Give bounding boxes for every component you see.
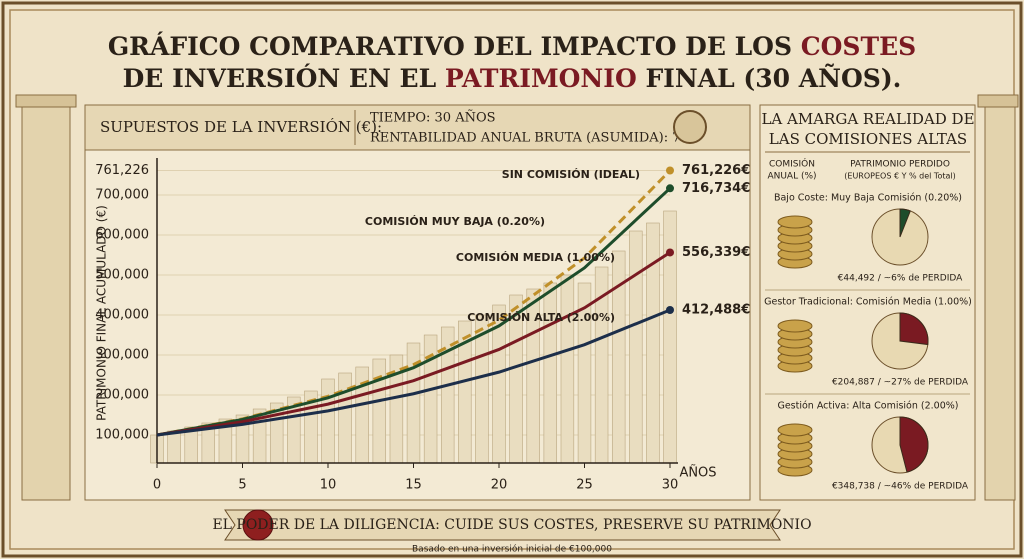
- y-tick-label: 100,000: [95, 428, 149, 443]
- side-rows: Bajo Coste: Muy Baja Comisión (0.20%) €44…: [764, 193, 972, 492]
- y-tick-label: 400,000: [95, 308, 149, 323]
- y-tick-label: 700,000: [95, 188, 149, 203]
- series-name: COMISIÓN MEDIA (1.00%): [456, 251, 615, 264]
- title-highlight: PATRIMONIO: [445, 64, 637, 93]
- coin: [777, 215, 813, 229]
- assumption-line: RENTABILIDAD ANUAL BRUTA (ASUMIDA): 7%: [370, 131, 693, 146]
- pie-slice: [899, 208, 911, 238]
- footer-banner: EL PODER DE LA DILIGENCIA: CUIDE SUS COS…: [212, 517, 811, 533]
- loss-label: €204,887 / ~27% de PERDIDA: [832, 378, 969, 388]
- series-name: SIN COMISIÓN (IDEAL): [502, 168, 640, 181]
- col-header: ANUAL (%): [767, 172, 816, 182]
- x-tick-label: 0: [153, 478, 161, 493]
- x-tick-label: 5: [238, 478, 246, 493]
- side-title: LAS COMISIONES ALTAS: [769, 130, 967, 148]
- coin: [777, 423, 813, 437]
- background-bar: [560, 274, 575, 464]
- value-label: 556,339€: [682, 245, 750, 260]
- y-tick-label: 200,000: [95, 388, 149, 403]
- title-line: DE INVERSIÓN EN EL PATRIMONIO FINAL (30 …: [123, 64, 902, 93]
- value-label: 716,734€: [682, 181, 750, 196]
- title-part: DE INVERSIÓN EN EL: [123, 64, 445, 93]
- chart: 100,000 200,000 300,000 400,000 500,000 600,0…: [95, 158, 750, 493]
- banner: [224, 509, 781, 541]
- series-line: [156, 308, 671, 437]
- y-tick-label: 600,000: [95, 228, 149, 243]
- col-header: (EUROPEOS € Y % del Total): [844, 172, 955, 181]
- title-line: GRÁFICO COMPARATIVO DEL IMPACTO DE LOS C…: [108, 32, 916, 61]
- background-bar: [167, 430, 181, 464]
- side-title: LA AMARGA REALIDAD DE: [761, 110, 974, 128]
- series-line: [156, 251, 671, 437]
- row-label: Gestor Tradicional: Comisión Media (1.00…: [764, 297, 972, 308]
- y-tick-label: 761,226: [95, 163, 149, 178]
- x-tick-label: 20: [491, 478, 508, 493]
- left-capital: [15, 94, 77, 108]
- background-bar: [629, 230, 643, 464]
- end-point: [666, 166, 674, 175]
- col-header: PATRIMONIO PERDIDO: [850, 160, 950, 170]
- series-name: COMISIÓN MUY BAJA (0.20%): [365, 215, 545, 228]
- series-name: COMISIÓN ALTA (2.00%): [467, 311, 615, 324]
- background-bar: [321, 378, 335, 464]
- x-tick-label: 10: [320, 478, 337, 493]
- assumption-line: TIEMPO: 30 AÑOS: [370, 110, 496, 126]
- row-label: Bajo Coste: Muy Baja Comisión (0.20%): [774, 193, 962, 204]
- end-point: [666, 306, 674, 315]
- series-line: [156, 187, 672, 437]
- end-point: [666, 184, 674, 193]
- title-highlight: COSTES: [801, 32, 916, 61]
- compass-icon: [673, 110, 707, 144]
- right-column: [984, 104, 1016, 501]
- x-tick-label: 25: [576, 478, 593, 493]
- coin: [777, 319, 813, 333]
- value-label: 761,226€: [682, 163, 750, 178]
- wax-seal: [242, 509, 274, 541]
- title-part: FINAL (30 AÑOS).: [637, 64, 902, 93]
- pie-slice: [899, 312, 929, 346]
- y-tick-label: 300,000: [95, 348, 149, 363]
- y-tick-label: 500,000: [95, 268, 149, 283]
- title-part: GRÁFICO COMPARATIVO DEL IMPACTO DE LOS: [108, 32, 801, 61]
- pie-slice: [899, 416, 929, 473]
- x-axis-title: AÑOS: [679, 465, 716, 481]
- loss-label: €348,738 / ~46% de PERDIDA: [832, 482, 969, 492]
- assumptions-label: SUPUESTOS DE LA INVERSIÓN (€):: [100, 118, 382, 136]
- background-bar: [372, 358, 387, 464]
- background-bar: [543, 282, 558, 464]
- right-capital: [977, 94, 1019, 108]
- footer-note: Basado en una inversión inicial de €100,…: [412, 544, 612, 555]
- left-column: [21, 104, 71, 501]
- background-bar: [338, 372, 352, 464]
- x-tick-label: 30: [662, 478, 679, 493]
- end-point: [666, 248, 674, 257]
- col-header: COMISIÓN: [769, 158, 815, 170]
- value-label: 412,488€: [682, 303, 750, 318]
- x-tick-label: 15: [405, 478, 422, 493]
- assumptions-band: [84, 104, 751, 151]
- y-axis-title: PATRIMONIO FINAL ACUMULADO (€): [95, 205, 109, 421]
- loss-label: €44,492 / ~6% de PERDIDA: [838, 274, 963, 284]
- row-label: Gestión Activa: Alta Comisión (2.00%): [777, 401, 958, 412]
